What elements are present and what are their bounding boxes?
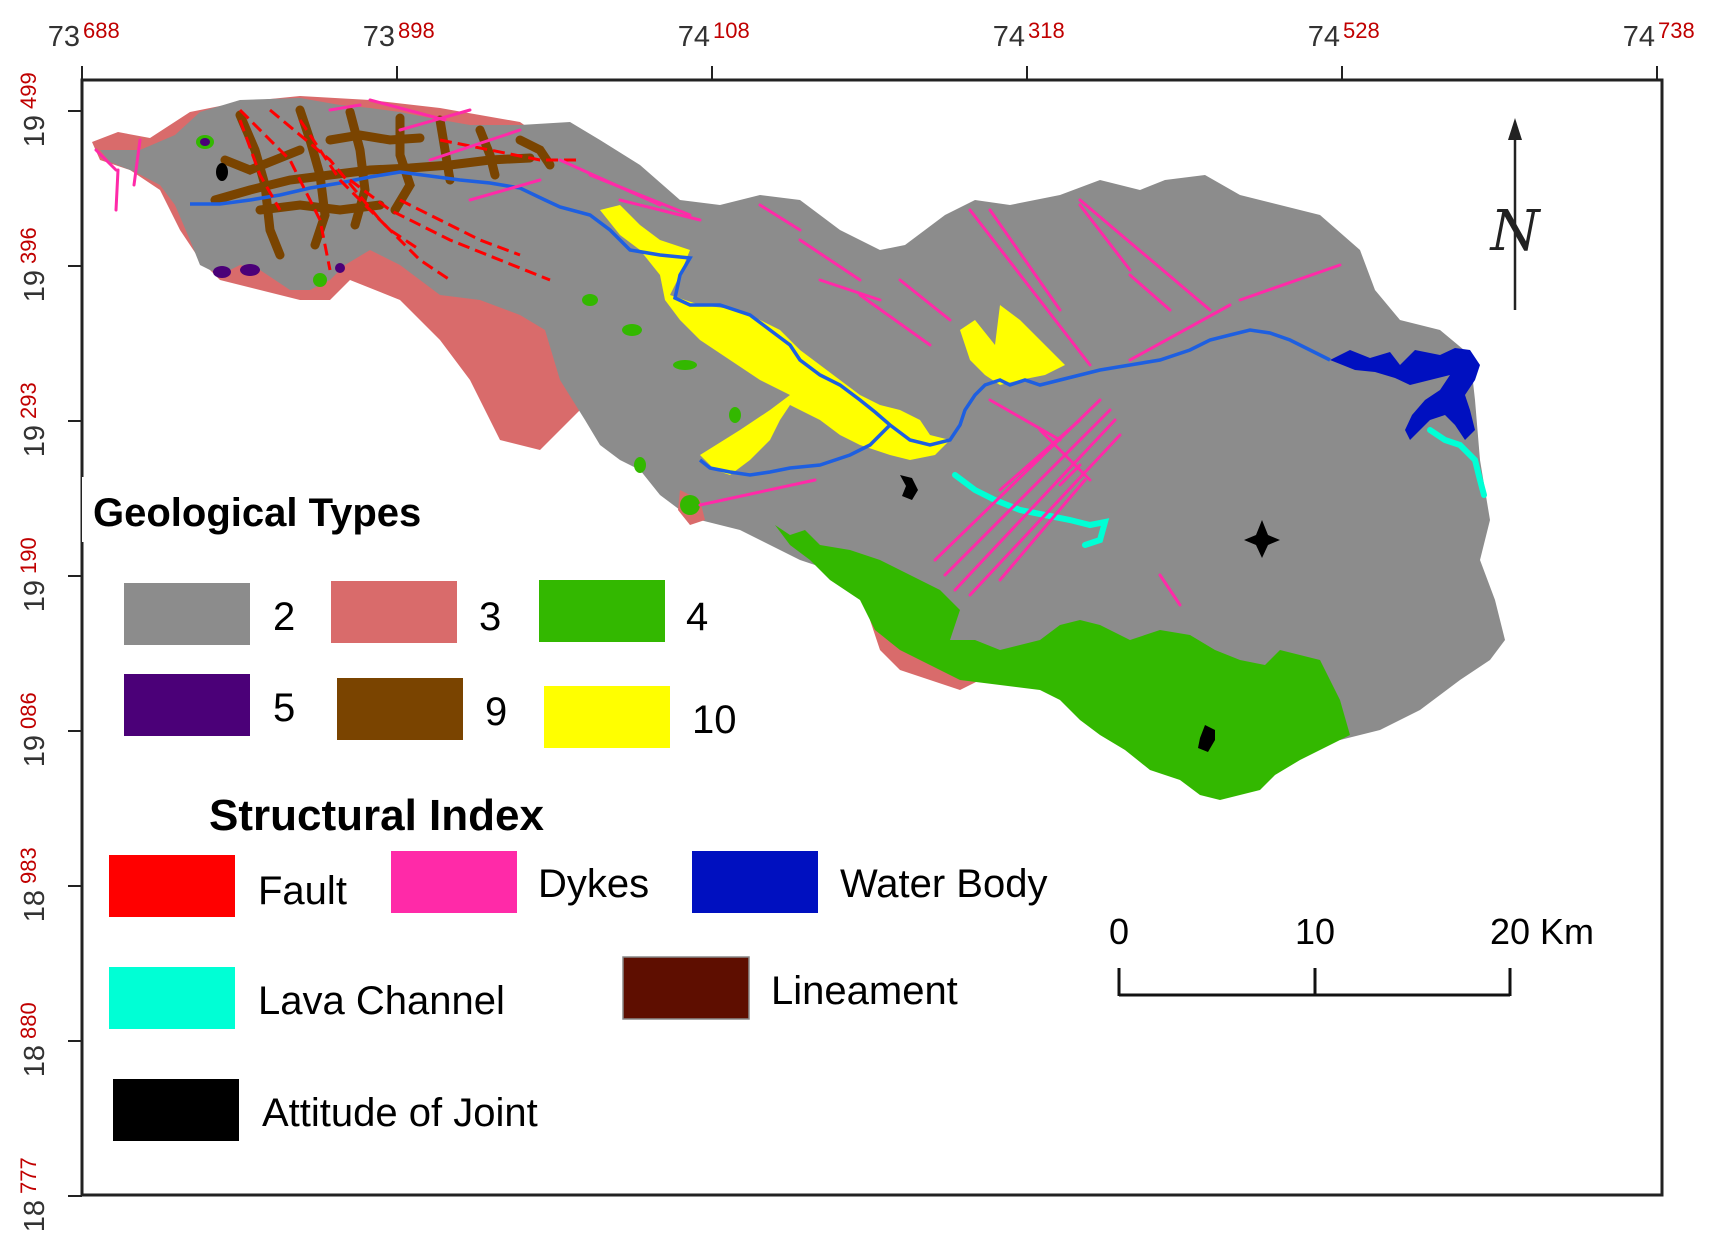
lat-label-major: 19 [19, 115, 51, 147]
structural-index-legend: Fault Dykes Water Body Lava Channel Line… [109, 851, 1047, 1141]
lon-label-major: 73 [48, 21, 80, 53]
lat-label-major: 19 [19, 270, 51, 302]
geological-types-legend: 2 3 4 5 9 10 [124, 580, 737, 748]
lat-label-major: 19 [19, 735, 51, 767]
geological-types-title: Geological Types [93, 491, 421, 535]
river-line [190, 170, 1331, 477]
scale-label: 10 [1295, 911, 1335, 952]
legend-swatch [692, 851, 818, 913]
attitude-of-joint-symbols [216, 163, 1280, 752]
lat-label-minor: 190 [16, 537, 41, 574]
scale-bar: 0 10 20 Km [1109, 911, 1594, 997]
legend-swatch [391, 851, 517, 913]
legend-label: Dykes [538, 862, 649, 906]
north-letter: N [1489, 199, 1542, 264]
lon-label-minor: 898 [398, 18, 435, 43]
structural-index-title: Structural Index [209, 791, 544, 840]
legend-swatch [109, 967, 235, 1029]
lat-label-minor: 880 [16, 1002, 41, 1039]
latitude-labels: 19 499 19 396 19 293 19 190 19 086 18 98… [16, 72, 51, 1232]
legend-swatch [544, 686, 670, 748]
lat-label-minor: 293 [16, 382, 41, 419]
lava-channel-lines [952, 427, 1487, 548]
legend-label: Attitude of Joint [262, 1091, 538, 1135]
legend-label: Water Body [840, 862, 1047, 906]
lat-label-major: 19 [19, 425, 51, 457]
north-arrow: N [1489, 118, 1542, 310]
water-body-area [1330, 348, 1480, 440]
lat-label-major: 18 [19, 1045, 51, 1077]
fault-lines [238, 108, 580, 282]
legend-backdrop [82, 477, 482, 542]
legend-swatch [331, 581, 457, 643]
geology-type-4-patches [582, 294, 741, 515]
lat-label-major: 19 [19, 580, 51, 612]
lat-label-minor: 086 [16, 692, 41, 729]
legend-label: 5 [273, 686, 295, 730]
legend-swatch [124, 674, 250, 736]
legend-label: 3 [479, 595, 501, 639]
lon-label-major: 74 [678, 21, 710, 53]
geology-type-2-area [100, 98, 1505, 740]
legend-swatch [622, 956, 750, 1020]
legend-label: 10 [692, 698, 737, 742]
longitude-labels: 73 688 73 898 74 108 74 318 74 528 74 73… [48, 18, 1695, 53]
lon-label-major: 74 [1623, 21, 1655, 53]
legend-swatch [124, 583, 250, 645]
dyke-lines [94, 98, 1342, 607]
legend-label: Fault [258, 869, 347, 913]
legend-label: Lineament [771, 969, 958, 1013]
lon-label-minor: 688 [83, 18, 120, 43]
legend-swatch [337, 678, 463, 740]
lon-label-major: 74 [1308, 21, 1340, 53]
lon-label-minor: 738 [1658, 18, 1695, 43]
lat-label-major: 18 [19, 1200, 51, 1232]
legend-swatch [113, 1079, 239, 1141]
lat-label-major: 18 [19, 890, 51, 922]
geology-type-9-channels [210, 105, 555, 260]
geology-type-10-area [960, 305, 1065, 385]
legend-label: 4 [686, 595, 708, 639]
geology-type-5-patches [196, 135, 345, 287]
lat-label-minor: 983 [16, 847, 41, 884]
lat-label-minor: 777 [16, 1157, 41, 1194]
lat-label-minor: 396 [16, 227, 41, 264]
lon-label-minor: 108 [713, 18, 750, 43]
lon-label-minor: 318 [1028, 18, 1065, 43]
latitude-tick-marks [68, 110, 82, 1197]
lon-label-minor: 528 [1343, 18, 1380, 43]
longitude-tick-marks [81, 66, 1658, 80]
legend-label: 9 [485, 690, 507, 734]
scale-label: 20 Km [1490, 911, 1594, 952]
lon-label-major: 74 [993, 21, 1025, 53]
lon-label-major: 73 [363, 21, 395, 53]
legend-label: Lava Channel [258, 979, 505, 1023]
legend-label: 2 [273, 595, 295, 639]
legend-swatch [539, 580, 665, 642]
legend-swatch [109, 855, 235, 917]
geology-type-10-area [600, 205, 950, 475]
scale-label: 0 [1109, 911, 1129, 952]
lat-label-minor: 499 [16, 72, 41, 109]
